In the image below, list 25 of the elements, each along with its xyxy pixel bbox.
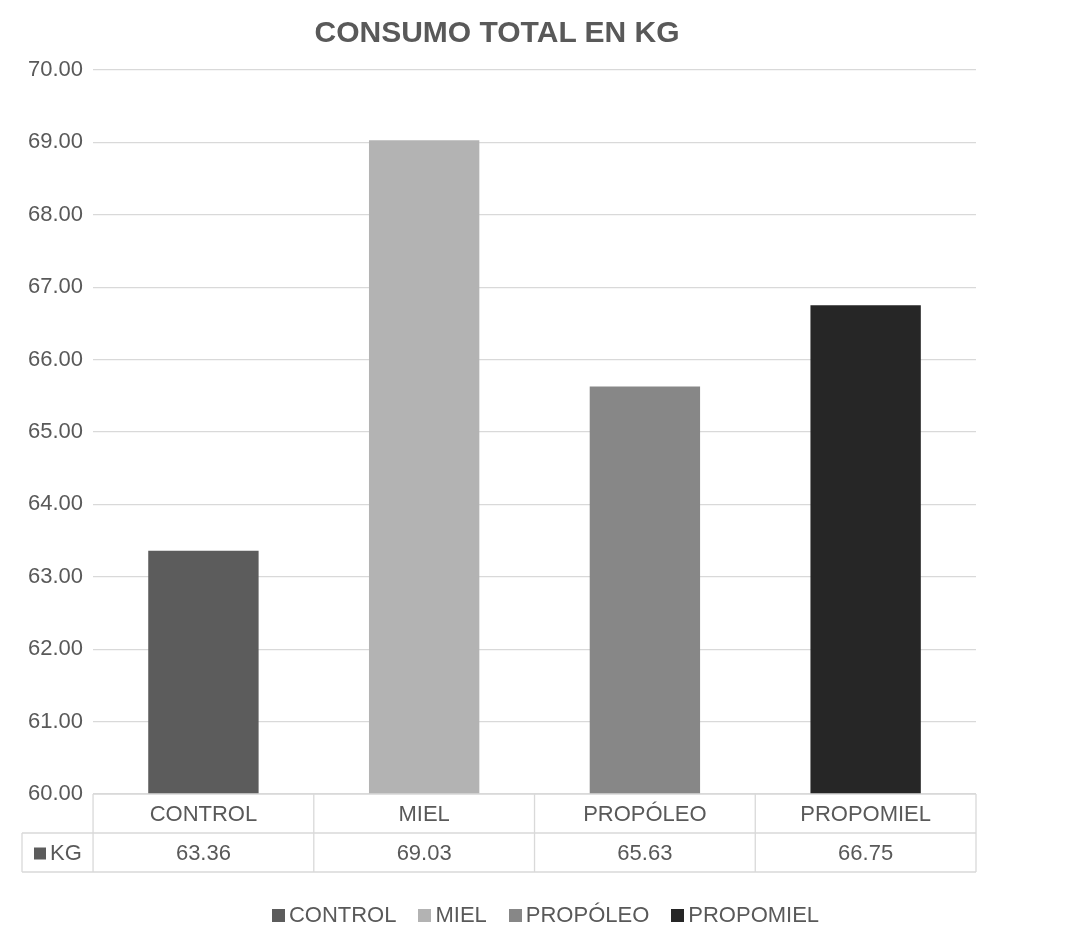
x-tick-label: PROPÓLEO (583, 800, 707, 826)
category-label: PROPÓLEO (525, 902, 650, 927)
y-tick-label: 61.00 (27, 707, 84, 733)
y-tick-label: 69.00 (27, 128, 84, 154)
chart-title: CONSUMO TOTAL EN KG (314, 15, 680, 49)
category-label: PROPOMIEL (688, 902, 820, 927)
data-label: 65.63 (617, 839, 673, 865)
y-tick-label: 63.00 (27, 562, 84, 588)
category-label: CONTROL (288, 902, 397, 927)
data-label: 63.36 (175, 839, 231, 865)
category-label: MIEL (435, 902, 487, 927)
y-tick-label: 70.00 (27, 56, 84, 82)
y-tick-label: 60.00 (27, 780, 84, 806)
y-tick-label: 68.00 (27, 200, 84, 226)
y-tick-label: 64.00 (27, 490, 84, 516)
data-label: 69.03 (396, 839, 452, 865)
y-tick-label: 66.00 (27, 345, 84, 371)
x-tick-label: CONTROL (149, 800, 258, 826)
data-label: 66.75 (838, 839, 894, 865)
y-tick-label: 67.00 (27, 273, 84, 299)
y-tick-label: 65.00 (27, 418, 84, 444)
x-tick-label: MIEL (398, 800, 450, 826)
y-tick-label: 62.00 (27, 635, 84, 661)
x-tick-label: PROPOMIEL (800, 800, 932, 826)
legend-label: KG (50, 839, 82, 865)
